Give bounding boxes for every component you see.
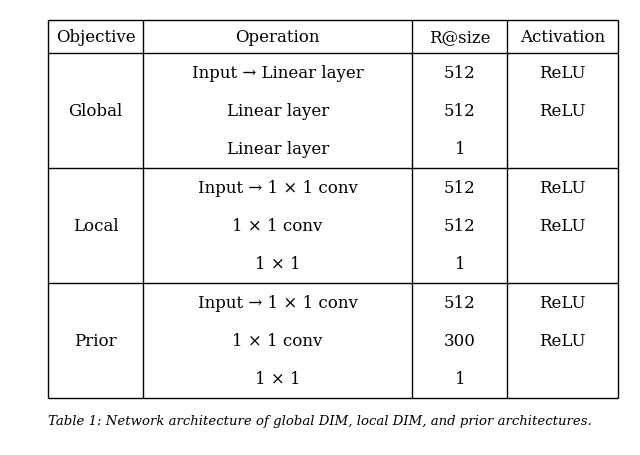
Text: 300: 300 — [444, 332, 476, 349]
Text: Linear layer: Linear layer — [227, 103, 329, 120]
Text: 512: 512 — [444, 179, 476, 196]
Text: Global: Global — [68, 103, 123, 120]
Text: Objective: Objective — [56, 29, 135, 46]
Text: Prior: Prior — [74, 332, 116, 349]
Text: ReLU: ReLU — [540, 179, 586, 196]
Text: Input → 1 × 1 conv: Input → 1 × 1 conv — [198, 179, 358, 196]
Text: Input → Linear layer: Input → Linear layer — [192, 64, 364, 81]
Text: 512: 512 — [444, 294, 476, 311]
Text: Linear layer: Linear layer — [227, 141, 329, 158]
Text: Input → 1 × 1 conv: Input → 1 × 1 conv — [198, 294, 358, 311]
Text: ReLU: ReLU — [540, 64, 586, 81]
Text: 1 × 1: 1 × 1 — [255, 256, 301, 273]
Text: 1 × 1: 1 × 1 — [255, 370, 301, 388]
Text: ReLU: ReLU — [540, 103, 586, 120]
Text: 1 × 1 conv: 1 × 1 conv — [232, 217, 323, 234]
Text: 512: 512 — [444, 64, 476, 81]
Text: ReLU: ReLU — [540, 217, 586, 234]
Text: 1: 1 — [454, 370, 465, 388]
Text: Local: Local — [73, 217, 118, 234]
Text: 512: 512 — [444, 217, 476, 234]
Text: Activation: Activation — [520, 29, 605, 46]
Text: ReLU: ReLU — [540, 294, 586, 311]
Text: 1: 1 — [454, 141, 465, 158]
Text: 1 × 1 conv: 1 × 1 conv — [232, 332, 323, 349]
Text: R@size: R@size — [429, 29, 491, 46]
Text: Table 1: Network architecture of global DIM, local DIM, and prior architectures.: Table 1: Network architecture of global … — [48, 414, 592, 427]
Text: Operation: Operation — [236, 29, 320, 46]
Text: 512: 512 — [444, 103, 476, 120]
Text: ReLU: ReLU — [540, 332, 586, 349]
Text: 1: 1 — [454, 256, 465, 273]
